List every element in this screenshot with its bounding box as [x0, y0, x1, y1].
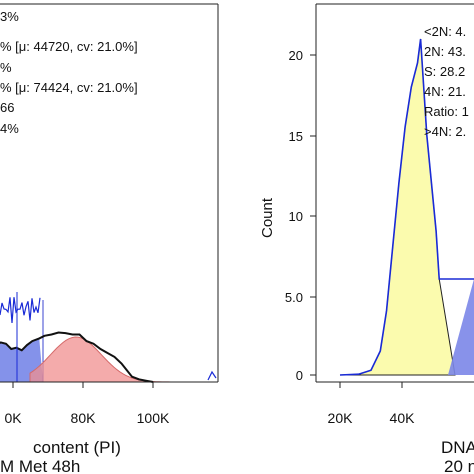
right-y-tick-label: 10 — [289, 209, 303, 224]
left-tail-trace — [207, 370, 217, 381]
left-x-tick-label: 80K — [71, 410, 97, 426]
right-x-tick-label: 20K — [328, 410, 354, 426]
left-histogram-detail — [0, 292, 217, 382]
left-g1-trace — [0, 297, 41, 324]
right-stat-line: Ratio: 1 — [424, 104, 469, 119]
right-stat-line: <2N: 4. — [424, 24, 466, 39]
right-histogram-outline — [339, 38, 474, 376]
left-g2-fill — [29, 336, 172, 383]
left-x-tick-label: 0K — [4, 410, 22, 426]
left-histogram-panel: 0K 80K 100K content (PI) M Met 48h 3% % … — [0, 3, 219, 474]
left-annotation: % — [0, 60, 12, 75]
right-subtitle: 20 n — [444, 457, 474, 474]
right-y-tick-label: 5.0 — [285, 290, 303, 305]
right-s-fill — [448, 279, 474, 375]
right-histogram-panel: 0 5.0 10 15 20 Count 20K 40K DNA 20 n <2… — [259, 3, 474, 474]
left-histogram-outline — [0, 331, 154, 383]
right-y-tick-label: 15 — [289, 129, 303, 144]
left-annotation: 4% — [0, 121, 19, 136]
right-y-tick-label: 20 — [289, 48, 303, 63]
right-stat-line: 2N: 43. — [424, 44, 466, 59]
left-subtitle: M Met 48h — [0, 457, 80, 474]
left-x-axis-label: content (PI) — [33, 438, 121, 457]
left-annotation: 3% — [0, 9, 19, 24]
left-annotation: % [μ: 44720, cv: 21.0%] — [0, 39, 138, 54]
right-stat-line: >4N: 2. — [424, 124, 466, 139]
right-y-tick-label: 0 — [296, 368, 303, 383]
right-stat-line: 4N: 21. — [424, 84, 466, 99]
right-x-tick-label: 40K — [390, 410, 416, 426]
left-x-tick-label: 100K — [137, 410, 170, 426]
left-annotation: % [μ: 74424, cv: 21.0%] — [0, 80, 138, 95]
right-stat-line: S: 28.2 — [424, 64, 465, 79]
left-annotation: 66 — [0, 100, 14, 115]
right-y-axis-label: Count — [259, 197, 276, 238]
right-x-axis-label: DNA — [441, 438, 474, 457]
